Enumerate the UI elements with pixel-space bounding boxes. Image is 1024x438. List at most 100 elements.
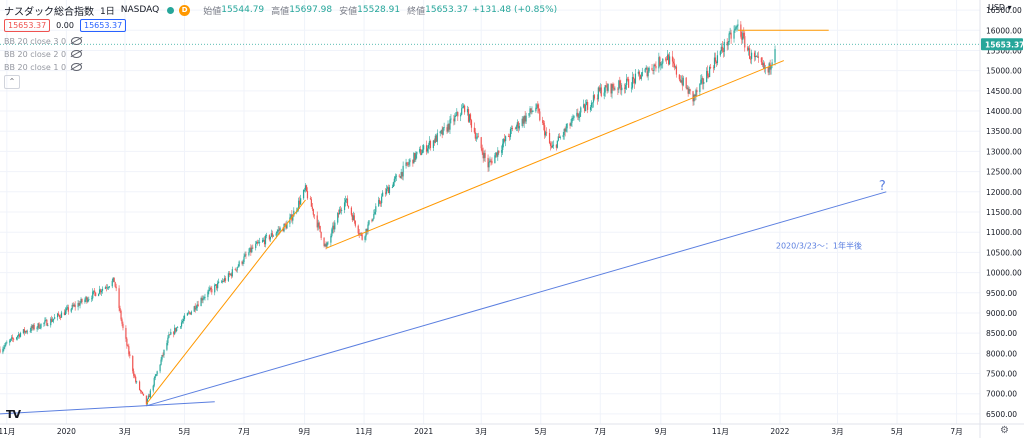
- candle-body: [112, 277, 114, 281]
- candle-body: [545, 132, 547, 136]
- y-tick-label: 16000.00: [986, 26, 1022, 35]
- candle-body: [197, 304, 199, 307]
- candle-body: [60, 312, 63, 318]
- candle-body: [414, 153, 416, 160]
- candle-body: [94, 290, 96, 293]
- gear-icon[interactable]: ⚙: [1000, 425, 1009, 436]
- candle-body: [16, 335, 19, 338]
- candle-body: [620, 84, 622, 91]
- candle-body: [503, 139, 505, 144]
- candle-body: [91, 298, 93, 300]
- candle-body: [282, 228, 284, 232]
- x-tick-label: 11月: [356, 427, 373, 436]
- time-axis[interactable]: 11月 2020 3月 5月 7月 9月 11月 2021 3月 5月 7月 9月 11月 2022 3月 5…: [0, 423, 1024, 436]
- candle-body: [599, 87, 601, 92]
- candle-body: [557, 136, 559, 141]
- x-tick-label: 3月: [475, 427, 487, 436]
- delay-badge[interactable]: D: [179, 4, 191, 16]
- candle-body: [611, 84, 613, 94]
- candle-body: [497, 150, 499, 157]
- candle-body: [13, 338, 15, 340]
- candle-body: [57, 313, 60, 316]
- candle-body: [529, 108, 531, 114]
- candle-body: [330, 235, 332, 243]
- change-value: +131.48 (+0.85%): [472, 5, 558, 15]
- y-tick-label: 12500.00: [986, 168, 1022, 177]
- currency-selector[interactable]: USD ▾: [988, 3, 1012, 12]
- candle-body: [129, 354, 131, 356]
- candle-body: [585, 104, 587, 112]
- candle-body: [489, 160, 491, 163]
- candle-body: [448, 123, 450, 130]
- candle-body: [644, 68, 646, 72]
- indicator-bb1[interactable]: BB 20 close 1 0: [4, 61, 83, 73]
- eye-hidden-icon[interactable]: [71, 50, 83, 58]
- candle-body: [215, 284, 217, 286]
- candle-body: [730, 32, 732, 39]
- indicator-bb3[interactable]: BB 20 close 3 0: [4, 35, 83, 47]
- candle-body: [419, 149, 421, 152]
- candle-body: [429, 140, 432, 149]
- candle-body: [72, 304, 74, 307]
- candle-body: [521, 118, 523, 126]
- candle-body: [661, 63, 663, 65]
- candle-body: [457, 112, 459, 117]
- candle-body: [44, 320, 46, 323]
- candle-body: [494, 155, 496, 164]
- candle-body: [662, 58, 664, 64]
- eye-hidden-icon[interactable]: [71, 37, 83, 45]
- candle-body: [146, 398, 148, 405]
- eye-hidden-icon[interactable]: [71, 63, 83, 71]
- candle-body: [504, 139, 506, 142]
- price-axis[interactable]: 6500.00 7000.00 7500.00 8000.00 8500.00 9000.…: [979, 0, 1024, 438]
- candle-body: [462, 107, 464, 109]
- last-price-label: 15653.37: [985, 40, 1024, 49]
- candle-body: [736, 25, 738, 28]
- candle-body: [230, 273, 232, 277]
- candle-body: [454, 115, 456, 122]
- candle-body: [243, 256, 245, 263]
- candle-body: [381, 196, 383, 204]
- candle-body: [651, 67, 653, 71]
- buy-button[interactable]: 15653.37: [79, 18, 127, 32]
- candle-body: [715, 61, 718, 64]
- candle-body: [652, 70, 654, 71]
- candle-body: [268, 235, 271, 240]
- candle-body: [167, 337, 169, 343]
- interval-label[interactable]: 1日: [100, 6, 115, 17]
- candle-body: [263, 239, 266, 245]
- candle-body: [647, 71, 649, 77]
- symbol-title[interactable]: ナスダック総合指数: [4, 6, 94, 18]
- sell-button[interactable]: 15653.37: [4, 18, 51, 32]
- candle-body: [4, 345, 6, 348]
- tradingview-logo[interactable]: TV: [6, 408, 21, 421]
- collapse-legend-button[interactable]: ⌃: [4, 75, 20, 89]
- candle-body: [425, 145, 428, 152]
- candle-body: [168, 334, 170, 338]
- candle-body: [634, 73, 637, 84]
- candle-body: [3, 347, 5, 349]
- candle-body: [614, 88, 616, 90]
- indicator-bb2[interactable]: BB 20 close 2 0: [4, 48, 83, 60]
- candle-body: [496, 152, 498, 157]
- candle-body: [210, 287, 212, 290]
- candle-body: [368, 220, 370, 225]
- candle-body: [339, 209, 341, 215]
- candle-body: [77, 303, 79, 308]
- candle-body: [361, 234, 363, 240]
- candle-body: [235, 269, 237, 271]
- candle-body: [564, 129, 566, 132]
- candle-body: [95, 292, 97, 297]
- low-label: 安値: [339, 6, 358, 17]
- candle-body: [115, 286, 117, 289]
- candle-body: [195, 308, 197, 310]
- candle-body: [535, 107, 537, 112]
- candle-body: [596, 98, 598, 100]
- candle-body: [712, 67, 715, 69]
- candle-body: [353, 215, 355, 221]
- candle-body: [193, 306, 195, 312]
- candle-body: [300, 198, 302, 205]
- candle-body: [735, 27, 737, 29]
- candle-body: [639, 74, 641, 79]
